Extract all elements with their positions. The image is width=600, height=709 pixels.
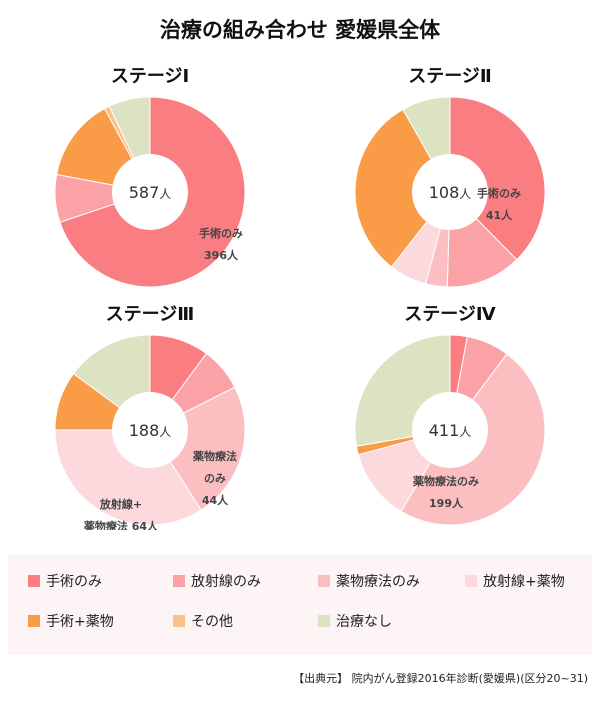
donut-hole bbox=[112, 392, 188, 468]
slice-data-label: 薬物療法のみ bbox=[413, 474, 479, 488]
legend-item: 治療なし bbox=[318, 611, 392, 631]
slice-手術のみ bbox=[449, 96, 546, 261]
panel-stage-2: ステージⅡ 108人 手術のみ 41人 bbox=[300, 62, 600, 307]
panel-stage-4: ステージⅣ 411人薬物療法のみ 199人 bbox=[300, 300, 600, 545]
panel-title: ステージⅣ bbox=[404, 304, 496, 325]
slice-data-label: 199人 bbox=[429, 496, 464, 510]
legend-item: 手術のみ bbox=[28, 571, 102, 591]
slice-data-label: 放射線+ bbox=[99, 497, 142, 511]
donut-chart-stage-2: 108人 手術のみ 41人 bbox=[354, 96, 546, 288]
panel-stage-3: ステージⅢ 188人薬物療法のみ 44人 放射線+ 薬物療法 64人 bbox=[0, 300, 300, 545]
panel-title: ステージⅢ bbox=[105, 304, 195, 325]
center-total: 188人 bbox=[129, 421, 172, 440]
legend-swatch bbox=[318, 575, 330, 587]
legend-label: 放射線のみ bbox=[191, 574, 261, 590]
panel-title: ステージⅠ bbox=[110, 66, 190, 87]
legend-label: 手術+薬物 bbox=[46, 614, 114, 630]
legend-item: 放射線+薬物 bbox=[465, 571, 565, 591]
legend-item: 手術+薬物 bbox=[28, 611, 114, 631]
legend-label: 治療なし bbox=[336, 614, 392, 630]
legend-swatch bbox=[465, 575, 477, 587]
source-note: 【出典元】 院内がん登録2016年診断(愛媛県)(区分20~31) bbox=[293, 672, 588, 685]
legend-item: 放射線のみ bbox=[173, 571, 261, 591]
legend-swatch bbox=[318, 615, 330, 627]
legend-swatch bbox=[173, 575, 185, 587]
center-total: 411人 bbox=[429, 421, 472, 440]
legend-label: その他 bbox=[191, 614, 233, 630]
legend-label: 薬物療法のみ bbox=[336, 574, 420, 590]
legend: 手術のみ 放射線のみ 薬物療法のみ 放射線+薬物 手術+薬物 その他 治療なし bbox=[8, 555, 592, 655]
slice-手術+薬物 bbox=[354, 108, 451, 268]
legend-swatch bbox=[173, 615, 185, 627]
donut-hole bbox=[412, 154, 488, 230]
panel-title: ステージⅡ bbox=[408, 66, 492, 87]
slice-data-label: 396人 bbox=[204, 248, 239, 262]
slice-薬物療法のみ bbox=[149, 386, 246, 511]
center-total: 587人 bbox=[129, 183, 172, 202]
panel-stage-1: ステージⅠ 587人手術のみ 396人 bbox=[0, 62, 300, 307]
legend-item: 薬物療法のみ bbox=[318, 571, 420, 591]
legend-swatch bbox=[28, 615, 40, 627]
slice-data-label: 薬物療法 bbox=[193, 449, 237, 463]
legend-swatch bbox=[28, 575, 40, 587]
legend-label: 手術のみ bbox=[46, 574, 102, 590]
legend-item: その他 bbox=[173, 611, 233, 631]
donut-hole bbox=[412, 392, 488, 468]
slice-data-label: 手術のみ bbox=[199, 226, 243, 240]
donut-hole bbox=[112, 154, 188, 230]
slice-data-label: 44人 bbox=[202, 493, 229, 507]
slice-data-label: 薬物療法 64人 bbox=[84, 519, 159, 530]
legend-label: 放射線+薬物 bbox=[483, 574, 565, 590]
chart-title: 治療の組み合わせ 愛媛県全体 bbox=[159, 18, 441, 42]
center-total: 108人 bbox=[429, 183, 472, 202]
slice-data-label: 手術のみ bbox=[477, 186, 521, 200]
slice-data-label: 41人 bbox=[486, 208, 513, 222]
slice-data-label: のみ bbox=[204, 472, 226, 485]
